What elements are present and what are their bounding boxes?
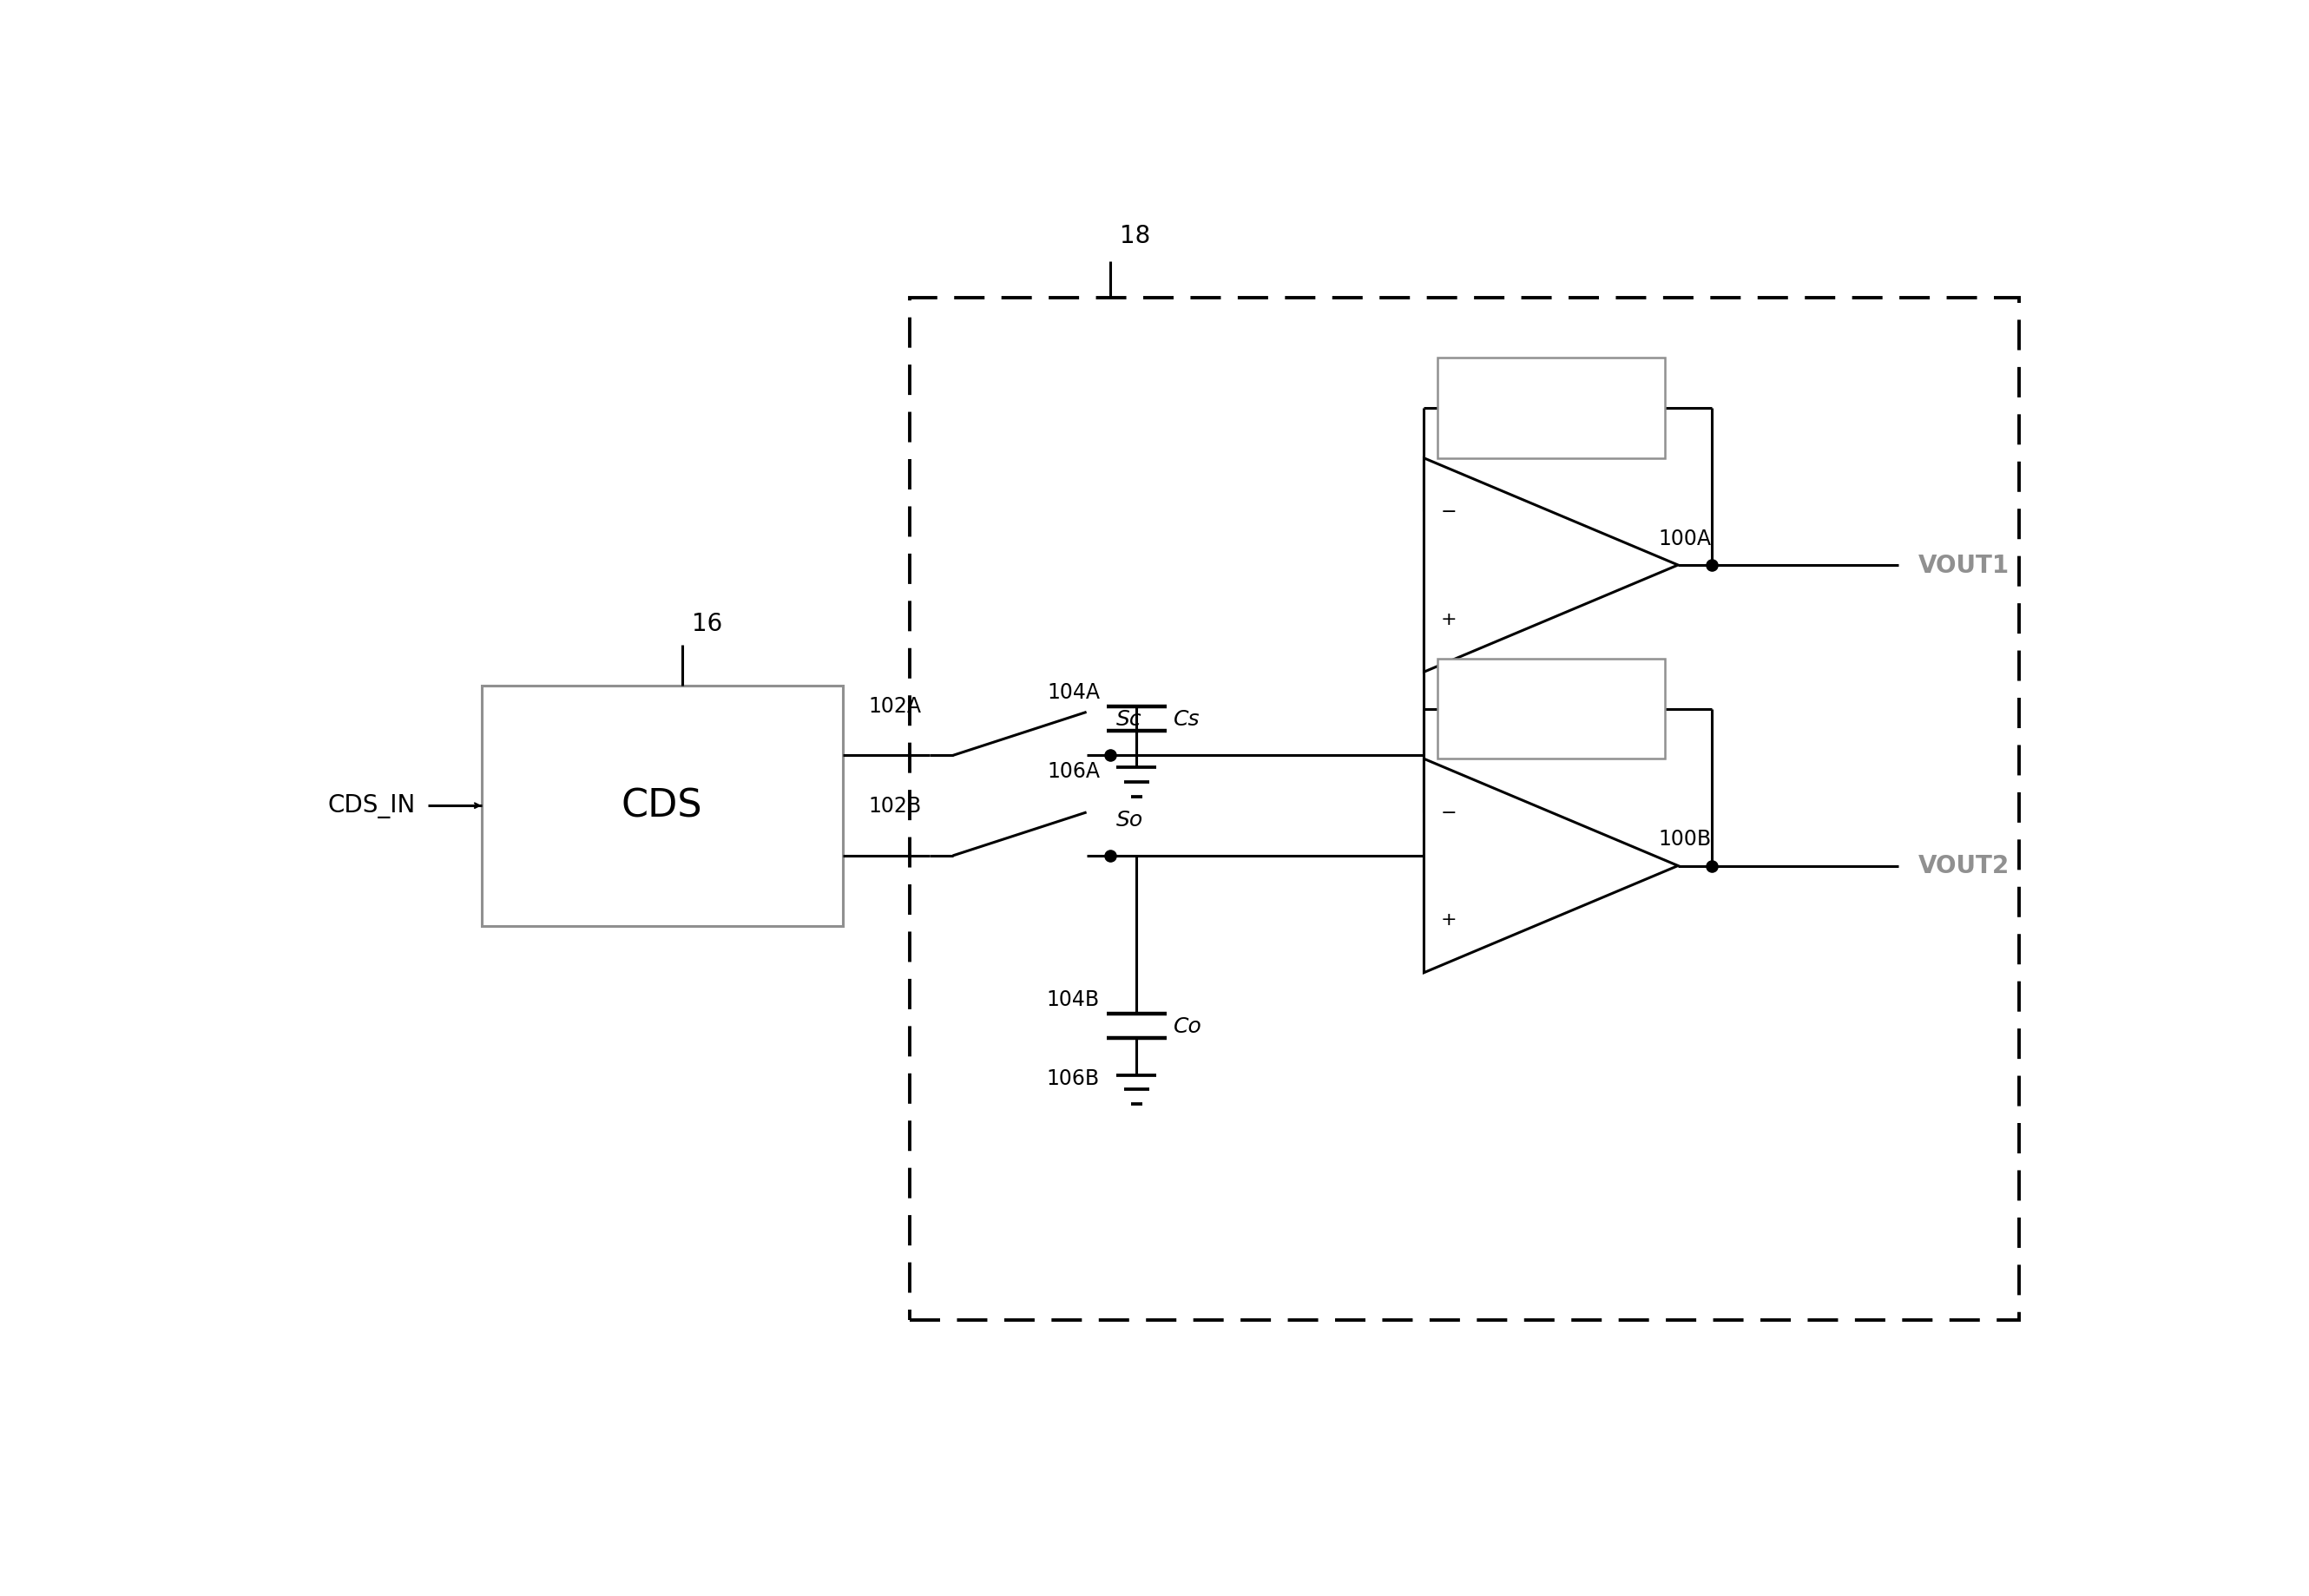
Bar [1439, 659, 1665, 760]
Text: 100A: 100A [1658, 528, 1711, 549]
Polygon shape [1425, 458, 1679, 672]
Bar [1439, 359, 1665, 458]
Text: Co: Co [1173, 1017, 1201, 1037]
Text: VOUT1: VOUT1 [1919, 554, 2009, 578]
Text: +: + [1441, 911, 1457, 929]
Text: Sc: Sc [1118, 709, 1143, 729]
Text: 100B: 100B [1658, 828, 1711, 849]
Text: −: − [1441, 503, 1457, 520]
Text: CDS: CDS [621, 787, 702, 825]
Text: 106B: 106B [1046, 1068, 1099, 1088]
Text: CDS_IN: CDS_IN [328, 793, 416, 819]
Text: 102A: 102A [868, 696, 921, 717]
Text: Cs: Cs [1173, 709, 1201, 729]
Point [1092, 744, 1129, 769]
Point [1692, 552, 1729, 578]
Text: 104A: 104A [1046, 681, 1099, 702]
Text: 102B: 102B [868, 795, 921, 817]
Bar [910, 298, 2018, 1320]
Text: 106A: 106A [1046, 761, 1099, 782]
Text: −: − [1441, 804, 1457, 822]
Point [1692, 854, 1729, 879]
Polygon shape [1425, 760, 1679, 974]
Point [1092, 843, 1129, 868]
Text: 104B: 104B [1046, 990, 1099, 1010]
Text: So: So [1118, 809, 1143, 830]
Text: VOUT2: VOUT2 [1919, 854, 2009, 878]
Text: +: + [1441, 610, 1457, 627]
Text: 16: 16 [693, 611, 723, 635]
Text: 18: 18 [1120, 223, 1150, 249]
Bar [483, 686, 843, 926]
